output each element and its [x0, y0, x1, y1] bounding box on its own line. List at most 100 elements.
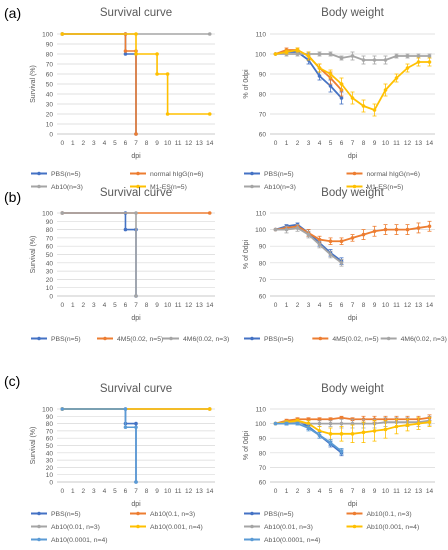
x-tick-label: 0 [60, 140, 64, 147]
data-point [317, 429, 322, 433]
x-tick-label: 5 [113, 302, 117, 309]
x-tick-label: 3 [307, 302, 311, 309]
y-tick-label: 80 [259, 92, 267, 99]
data-point [317, 74, 322, 78]
x-tick-label: 7 [134, 140, 138, 147]
data-point [284, 50, 289, 54]
legend: PBS(n=5) Ab10(0.1, n=3) Ab10(0.01, n=3) Ab1… [31, 511, 203, 544]
legend-item: 4M6(0.02, n=3) [163, 336, 229, 343]
chart-title: Survival curve [100, 383, 172, 395]
x-tick-label: 1 [285, 488, 289, 495]
chart-title: Survival curve [100, 7, 172, 19]
data-point [317, 237, 322, 242]
data-point [383, 227, 388, 232]
data-point [427, 224, 432, 229]
data-point [123, 52, 128, 56]
x-tick-label: 0 [274, 488, 278, 495]
data-point [350, 432, 355, 436]
data-point [60, 32, 65, 36]
x-tick-label: 4 [318, 488, 322, 495]
data-point [372, 58, 377, 62]
y-tick-label: 30 [46, 102, 54, 109]
x-tick-label: 0 [60, 302, 64, 309]
legend-swatch-marker [250, 524, 254, 529]
data-point [372, 429, 377, 433]
data-point [123, 227, 128, 232]
data-point [123, 49, 128, 53]
data-point [361, 232, 366, 237]
x-tick-label: 4 [318, 302, 322, 309]
data-point [383, 427, 388, 432]
data-point [372, 229, 377, 234]
x-tick-label: 7 [134, 302, 138, 309]
x-tick-label: 14 [426, 302, 434, 309]
data-point [328, 417, 333, 422]
data-point [295, 226, 300, 230]
y-tick-label: 30 [46, 269, 54, 276]
legend-item: PBS(n=5) [31, 511, 81, 518]
y-tick-label: 70 [46, 62, 54, 69]
y-axis-label: Survival (%) [30, 236, 37, 274]
data-point [394, 227, 399, 232]
legend-item: PBS(n=5) [244, 511, 294, 518]
y-tick-label: 10 [46, 285, 54, 292]
legend-swatch-marker [250, 171, 254, 176]
legend-item: PBS(n=5) [31, 171, 81, 178]
legend-item: Ab10(0.1, n=3) [346, 511, 412, 518]
legend: PBS(n=5) Ab10(0.1, n=3) Ab10(0.01, n=3) Ab1… [244, 511, 419, 544]
data-point [350, 421, 355, 426]
y-tick-label: 60 [259, 294, 267, 301]
y-tick-label: 40 [46, 450, 54, 457]
x-tick-label: 13 [196, 488, 204, 495]
data-point [295, 48, 300, 52]
x-tick-label: 6 [340, 302, 344, 309]
y-tick-label: 20 [46, 112, 54, 119]
y-tick-label: 110 [256, 211, 267, 218]
legend-swatch-marker [169, 336, 173, 341]
legend-label: PBS(n=5) [264, 336, 294, 343]
legend-label: 4M5(0.02, n=5) [332, 336, 378, 343]
y-tick-label: 60 [46, 244, 54, 251]
x-tick-label: 3 [307, 488, 311, 495]
legend-label: PBS(n=5) [51, 336, 81, 343]
y-axis-label: % of 0dpi [243, 430, 250, 460]
x-tick-label: 11 [393, 302, 400, 309]
data-point [405, 227, 410, 232]
data-point [328, 432, 333, 436]
y-tick-label: 60 [46, 436, 54, 443]
data-point [123, 407, 128, 411]
legend: PBS(n=5) normal hIgG(n=6) Ab10(n=3) M1-ES(n… [31, 171, 203, 191]
data-point [134, 52, 138, 56]
series-1 [273, 220, 432, 245]
data-point [339, 96, 344, 100]
data-point [394, 76, 399, 80]
x-tick-label: 10 [164, 140, 172, 147]
legend-label: Ab10(0.001, n=4) [367, 524, 420, 531]
y-tick-label: 30 [46, 458, 54, 465]
data-point [317, 421, 322, 426]
y-tick-label: 90 [46, 414, 54, 421]
data-point [350, 96, 355, 100]
data-point [134, 421, 138, 426]
data-point [155, 72, 159, 76]
y-tick-label: 80 [46, 227, 54, 234]
legend-item: 4M5(0.02, n=5) [312, 336, 379, 343]
series-3 [273, 47, 432, 117]
legend-label: PBS(n=5) [264, 511, 294, 518]
data-point [328, 421, 333, 426]
data-point [339, 415, 344, 420]
data-point [339, 449, 344, 454]
legend-swatch-marker [352, 184, 357, 189]
legend-swatch-marker [352, 524, 357, 529]
series-line [62, 33, 210, 115]
x-tick-label: 14 [206, 488, 214, 495]
legend-item: normal hIgG(n=6) [346, 171, 420, 178]
data-point [295, 52, 300, 56]
data-point [328, 72, 333, 76]
x-tick-label: 2 [296, 140, 300, 147]
x-tick-label: 7 [134, 488, 138, 495]
data-point [134, 480, 138, 484]
x-tick-label: 3 [307, 140, 311, 147]
